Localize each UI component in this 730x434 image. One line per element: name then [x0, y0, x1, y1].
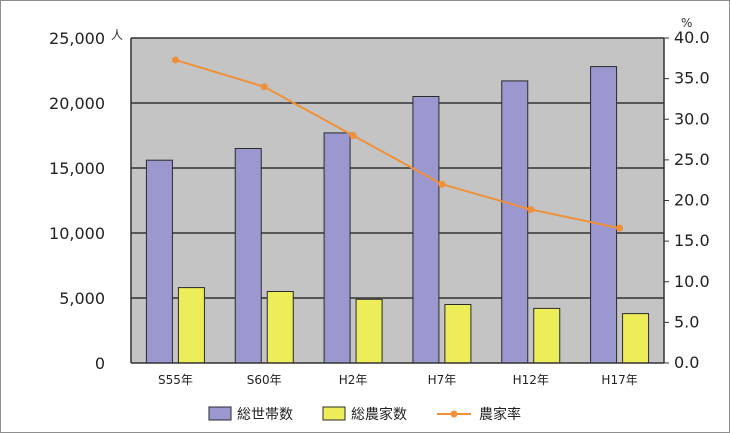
legend-swatch-households: [208, 406, 232, 421]
right-tick-label: 30.0: [674, 109, 710, 128]
legend-label-households: 総世帯数: [237, 407, 293, 423]
right-tick-label: 0.0: [674, 353, 699, 372]
farm-household-bar: [533, 307, 561, 364]
rate-point: [438, 180, 446, 188]
rate-point: [616, 224, 624, 232]
category-label: H2年: [339, 373, 368, 387]
rate-point: [171, 56, 179, 64]
category-label: H7年: [428, 373, 457, 387]
category-label: S60年: [247, 373, 282, 387]
household-bar: [501, 80, 529, 364]
rate-line: [171, 56, 624, 232]
left-tick-label: 5,000: [59, 289, 105, 308]
right-tick-label: 20.0: [674, 191, 710, 210]
right-axis-unit: %: [681, 16, 692, 30]
right-tick-label: 40.0: [674, 28, 710, 47]
household-bar: [590, 66, 618, 364]
household-bar: [323, 132, 351, 364]
farm-household-bar: [177, 287, 205, 364]
legend: 総世帯数 総農家数 農家率: [201, 405, 521, 427]
legend-marker-rate: [450, 410, 458, 418]
legend-background: [201, 405, 422, 427]
left-tick-labels: 0 5,000 10,000 15,000 20,000 25,000: [49, 29, 105, 373]
left-tick-label: 0: [95, 354, 105, 373]
category-label: H17年: [601, 373, 637, 387]
gridlines: [131, 37, 664, 299]
bars: [145, 66, 650, 364]
left-tick-label: 10,000: [49, 224, 105, 243]
legend-swatch-farm-households: [322, 406, 346, 421]
rate-line-path: [175, 58, 620, 230]
category-labels: S55年 S60年 H2年 H7年 H12年 H17年: [158, 373, 638, 387]
right-tick-label: 5.0: [674, 312, 699, 331]
rate-point: [260, 83, 268, 91]
rate-point: [527, 205, 535, 213]
farm-household-bar: [622, 313, 650, 364]
plot-area: [131, 38, 664, 363]
right-tick-label: 25.0: [674, 150, 710, 169]
household-bar: [145, 159, 173, 364]
household-bar: [234, 148, 262, 364]
right-tick-labels: 0.0 5.0 10.0 15.0 20.0 25.0 30.0 35.0 40.0: [664, 28, 710, 372]
left-tick-label: 20,000: [49, 94, 105, 113]
farm-household-bar: [444, 304, 472, 364]
legend-label-rate: 農家率: [479, 406, 521, 423]
left-tick-label: 25,000: [49, 29, 105, 48]
left-axis-unit: 人: [111, 28, 123, 42]
left-tick-label: 15,000: [49, 159, 105, 178]
right-tick-label: 35.0: [674, 69, 710, 88]
right-tick-label: 15.0: [674, 231, 710, 250]
farm-household-bar: [355, 298, 383, 364]
legend-label-farm-households: 総農家数: [351, 406, 407, 423]
farm-household-bar: [266, 291, 294, 364]
rate-point: [349, 132, 357, 139]
right-tick-label: 10.0: [674, 272, 710, 291]
category-label: H12年: [513, 373, 549, 387]
household-bar: [412, 96, 440, 364]
category-label: S55年: [158, 373, 193, 387]
